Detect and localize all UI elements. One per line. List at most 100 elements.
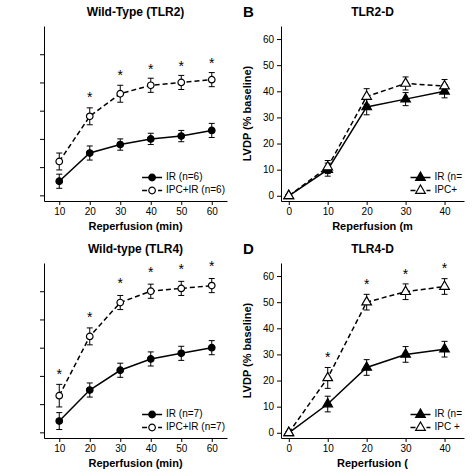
- legend-item: IPC+IR (n=7): [142, 421, 225, 432]
- annotation: *: [403, 266, 409, 282]
- legend: IR (n=IPC+: [410, 171, 462, 195]
- error-bar: [117, 363, 123, 377]
- y-axis: [40, 264, 45, 439]
- x-tick-label: 20: [362, 443, 374, 454]
- y-tick-mark: [40, 111, 44, 112]
- data-point: [323, 161, 333, 169]
- error-bar: [117, 85, 123, 102]
- y-axis-line: [281, 264, 282, 439]
- y-axis-title: LVDP (% baseline): [241, 65, 253, 161]
- error-bar: [56, 153, 62, 170]
- chart-root: 10 20 30 40 50 60 * * * * * Wild-Type (TLR2) Reperfu…: [0, 0, 474, 474]
- y-tick: [40, 348, 44, 349]
- data-point: [178, 133, 185, 140]
- data-point: [401, 78, 411, 86]
- error-bar: [148, 284, 154, 298]
- legend-label: IPC+IR (n=6): [166, 184, 225, 195]
- data-point: [284, 427, 294, 435]
- panel: 0102030400102030405060TLR2-DBReperfusion…: [241, 3, 465, 232]
- y-tick: [40, 291, 44, 292]
- title: Wild-Type (TLR2): [87, 5, 185, 19]
- x-tick: 0: [287, 201, 293, 217]
- x-tick-label: 60: [207, 206, 219, 217]
- y-axis-title: LVDP (% baseline): [241, 302, 253, 398]
- data-point: [208, 344, 215, 351]
- y-tick: 60: [263, 34, 281, 45]
- data-point: [208, 282, 215, 289]
- annotation: *: [209, 258, 215, 274]
- data-point: [56, 158, 63, 165]
- x-tick-mark: [406, 438, 407, 442]
- legend-item: IPC +: [410, 421, 459, 432]
- x-tick: 40: [146, 201, 158, 217]
- x-tick: 40: [439, 201, 451, 217]
- legend-item: IR (n=: [410, 408, 462, 419]
- legend-label: IR (n=6): [166, 171, 202, 182]
- x-tick-mark: [328, 201, 329, 205]
- x-tick-mark: [212, 201, 213, 205]
- x-tick: 20: [85, 438, 97, 454]
- x-axis-title: Reperfusion (m: [332, 220, 413, 232]
- data-point: [178, 79, 185, 86]
- legend-item: IR (n=6): [142, 171, 202, 182]
- y-tick: 20: [263, 375, 281, 386]
- annotation: *: [179, 58, 185, 74]
- error-bar: [56, 384, 62, 407]
- data-point: [362, 91, 372, 99]
- series-line: [59, 130, 212, 181]
- x-axis: 010203040: [282, 438, 465, 454]
- y-tick-mark: [277, 170, 281, 171]
- y-tick: [40, 82, 44, 83]
- y-tick-mark: [40, 348, 44, 349]
- data-point: [208, 76, 215, 83]
- annotation: *: [118, 275, 124, 291]
- data-point: [86, 113, 93, 120]
- y-tick-mark: [277, 328, 281, 329]
- annotation: *: [118, 67, 124, 83]
- x-tick-label: 30: [115, 443, 127, 454]
- legend-item: IR (n=7): [142, 408, 202, 419]
- panel: 102030405060*****Wild-Type (TLR2)Reperfu…: [40, 5, 228, 232]
- x-tick-label: 60: [207, 443, 219, 454]
- y-tick-mark: [277, 407, 281, 408]
- x-tick: 10: [323, 438, 335, 454]
- y-tick: [40, 111, 44, 112]
- x-tick-mark: [90, 201, 91, 205]
- x-axis-line: [282, 201, 465, 202]
- error-bar: [87, 328, 93, 345]
- x-tick: 60: [207, 438, 219, 454]
- data-point: [362, 297, 372, 305]
- legend-item: IPC+IR (n=6): [142, 184, 225, 195]
- legend-label: IR (n=: [434, 408, 462, 419]
- y-tick-label: 50: [263, 297, 275, 308]
- y-tick: 30: [263, 112, 281, 123]
- x-tick-mark: [59, 201, 60, 205]
- error-bar: [178, 281, 184, 295]
- x-axis-title: Reperfusion (: [337, 457, 408, 469]
- series-line: [59, 348, 212, 421]
- x-tick: 30: [401, 201, 413, 217]
- error-bar: [56, 413, 62, 430]
- error-bar: [117, 295, 123, 309]
- y-tick-mark: [40, 54, 44, 55]
- error-bar: [209, 123, 215, 137]
- y-tick-mark: [277, 302, 281, 303]
- x-tick-mark: [151, 438, 152, 442]
- legend-swatch-marker: [149, 174, 156, 181]
- title: TLR4-D: [351, 242, 394, 256]
- x-tick-label: 10: [323, 443, 335, 454]
- y-tick-mark: [277, 354, 281, 355]
- y-axis-line: [44, 27, 45, 202]
- x-tick: 40: [439, 438, 451, 454]
- series-line: [59, 80, 212, 162]
- data-point: [56, 418, 63, 425]
- legend: IR (n=7) IPC+IR (n=7): [142, 408, 225, 432]
- annotation: *: [87, 89, 93, 105]
- x-tick-label: 10: [54, 443, 66, 454]
- legend-swatch-marker: [416, 185, 426, 193]
- y-axis: 0102030405060: [263, 27, 282, 202]
- y-tick: 60: [263, 271, 281, 282]
- x-tick-label: 40: [146, 443, 158, 454]
- x-tick: 50: [176, 201, 188, 217]
- y-tick-mark: [40, 82, 44, 83]
